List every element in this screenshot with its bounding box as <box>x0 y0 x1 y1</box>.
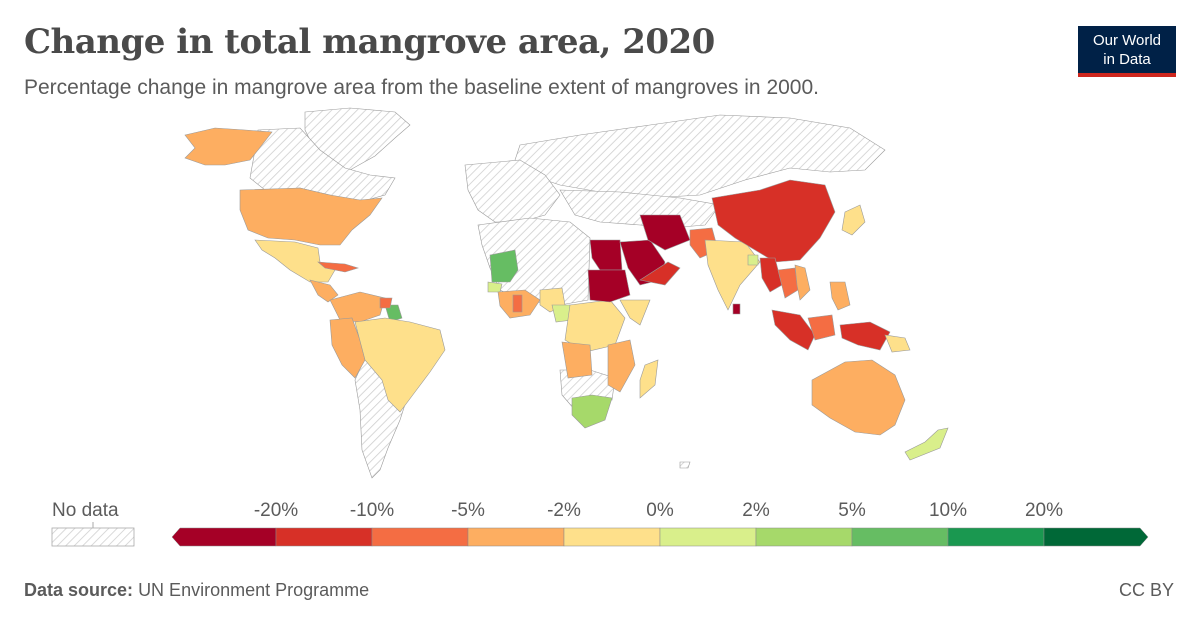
country-malaysia-indonesia-west[interactable] <box>771 309 816 351</box>
country-angola[interactable] <box>561 341 593 379</box>
legend-tick-label: 20% <box>1025 500 1063 521</box>
data-source-value[interactable]: UN Environment Programme <box>138 580 370 600</box>
legend-tick-label: 5% <box>838 500 866 521</box>
country-mexico[interactable] <box>254 239 336 283</box>
country-sudan[interactable] <box>587 269 631 303</box>
country-guyana[interactable] <box>384 304 403 323</box>
country-peru[interactable] <box>329 317 366 379</box>
country-egypt[interactable] <box>589 239 623 271</box>
country-somalia[interactable] <box>619 299 651 326</box>
country-myanmar[interactable] <box>759 257 783 293</box>
legend-bin-9[interactable] <box>1043 527 1149 547</box>
chart-title: Change in total mangrove area, 2020 <box>24 22 715 62</box>
country-ghana[interactable] <box>512 294 523 313</box>
legend-tick-label: 0% <box>646 500 674 521</box>
legend-tick-label: 2% <box>742 500 770 521</box>
legend: No data -20% -10% -5% -2% 0% 2% 5% 10% 20% <box>51 500 1149 547</box>
legend-tick-label: -10% <box>350 500 394 521</box>
country-suriname[interactable] <box>379 297 393 309</box>
legend-bin-5[interactable] <box>659 527 757 547</box>
country-guinea-bissau[interactable] <box>487 281 503 293</box>
country-central-america[interactable] <box>309 279 339 303</box>
country-vietnam[interactable] <box>794 264 811 301</box>
country-cuba[interactable] <box>317 261 360 273</box>
country-bangladesh[interactable] <box>747 254 759 266</box>
logo-line-2: in Data <box>1103 51 1151 68</box>
country-antarctica-hint[interactable] <box>679 461 691 469</box>
country-colombia-venezuela[interactable] <box>329 291 386 323</box>
country-alaska[interactable] <box>184 127 273 166</box>
legend-tick-label: -20% <box>254 500 298 521</box>
country-india[interactable] <box>704 239 761 311</box>
country-oman-yemen[interactable] <box>639 261 681 286</box>
legend-bin-8[interactable] <box>947 527 1045 547</box>
legend-bin-7[interactable] <box>851 527 949 547</box>
legend-tick-label: -5% <box>451 500 485 521</box>
country-usa[interactable] <box>239 187 383 246</box>
legend-ticks: -20% -10% -5% -2% 0% 2% 5% 10% 20% <box>254 500 1063 521</box>
country-iran[interactable] <box>639 214 691 251</box>
country-new-zealand[interactable] <box>904 427 949 461</box>
owid-logo[interactable]: Our World in Data <box>1078 26 1176 77</box>
data-source-label: Data source: <box>24 580 134 600</box>
legend-bin-4[interactable] <box>563 527 661 547</box>
legend-no-data-label: No data <box>52 500 119 521</box>
legend-bin-3[interactable] <box>467 527 565 547</box>
country-russia[interactable] <box>514 114 886 199</box>
legend-tick-label: -2% <box>547 500 581 521</box>
legend-bin-6[interactable] <box>755 527 853 547</box>
country-thailand[interactable] <box>777 267 799 299</box>
legend-bin-1[interactable] <box>275 527 373 547</box>
data-source: Data source: UN Environment Programme <box>24 580 369 601</box>
country-central-asia[interactable] <box>559 189 721 229</box>
country-china[interactable] <box>711 179 836 263</box>
country-madagascar[interactable] <box>639 359 659 399</box>
country-papua-new-guinea[interactable] <box>884 334 911 353</box>
country-mozambique[interactable] <box>607 339 636 393</box>
country-australia[interactable] <box>811 359 906 436</box>
chart-subtitle: Percentage change in mangrove area from … <box>24 76 819 99</box>
country-mauritania[interactable] <box>489 249 519 283</box>
legend-bins <box>171 527 1149 547</box>
legend-bin-0[interactable] <box>171 527 277 547</box>
country-indonesia-east[interactable] <box>839 321 891 351</box>
country-japan[interactable] <box>841 204 866 236</box>
country-canada[interactable] <box>249 127 396 203</box>
legend-tick-label: 10% <box>929 500 967 521</box>
country-sri-lanka[interactable] <box>732 303 741 315</box>
countries <box>184 107 949 479</box>
country-south-africa[interactable] <box>571 394 613 429</box>
logo-line-1: Our World <box>1092 32 1162 49</box>
country-borneo[interactable] <box>807 314 836 341</box>
country-brazil[interactable] <box>354 317 446 413</box>
license[interactable]: CC BY <box>1118 580 1174 600</box>
legend-no-data-swatch[interactable] <box>51 527 135 547</box>
legend-bin-2[interactable] <box>371 527 469 547</box>
country-philippines[interactable] <box>829 281 851 311</box>
